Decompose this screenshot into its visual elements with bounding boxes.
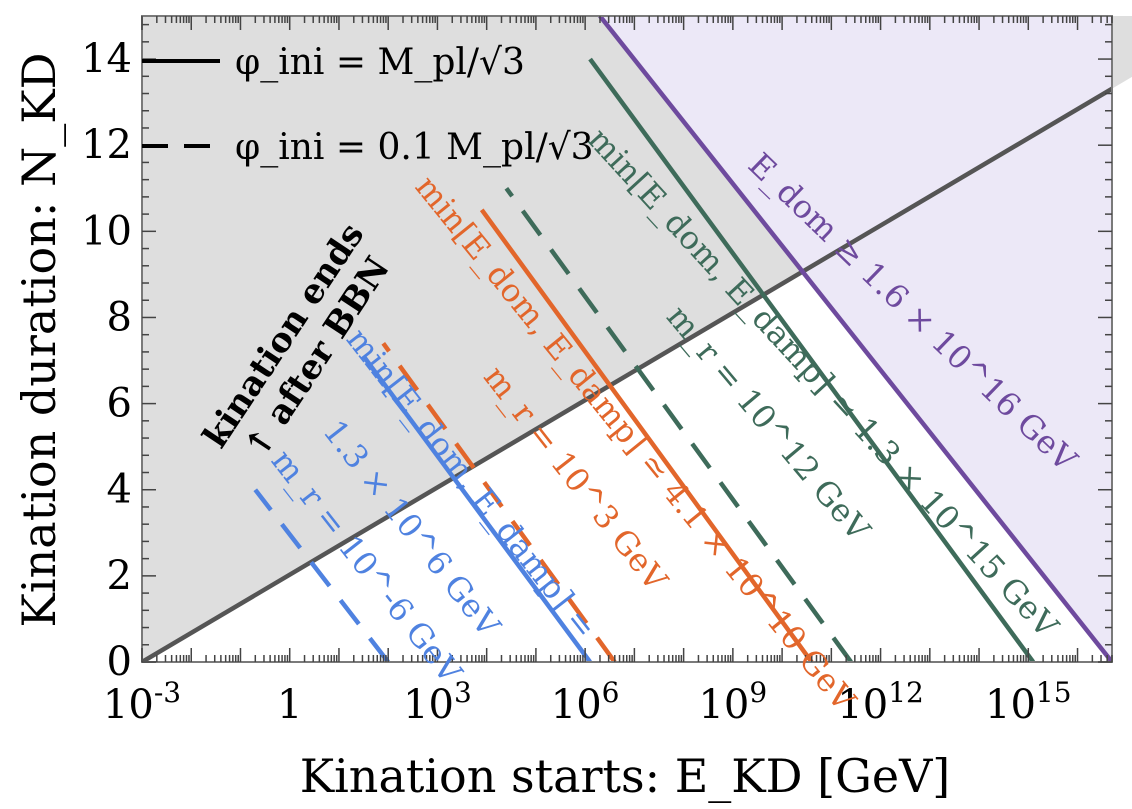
x-tick-label: 109 [698,676,767,728]
x-tick-label: 10-3 [103,676,181,728]
legend-dashed-label: φ_ini = 0.1 M_pl/√3 [235,127,594,168]
y-tick-label: 10 [81,208,132,254]
series-green-solid [588,57,1036,662]
series-blue-solid [361,354,592,662]
y-tick-label: 12 [81,122,132,168]
series-bbn-boundary [142,86,1112,662]
series-layer [142,16,1112,662]
series-orange-solid [479,208,814,662]
y-tick-label: 6 [107,381,132,427]
y-tick-label: 8 [107,294,132,340]
x-tick-label: 1015 [985,676,1072,728]
series-blue-dashed [253,488,390,662]
x-tick-label: 1 [277,682,302,728]
series-orange-dashed [381,341,617,662]
legend: φ_ini = M_pl/√3 φ_ini = 0.1 M_pl/√3 [142,42,594,168]
x-tick-label: 106 [551,676,620,728]
series-green-dashed [504,186,853,662]
y-tick-label: 14 [81,36,132,82]
y-tick-label: 0 [107,639,132,685]
x-axis-title: Kination starts: E_KD [GeV] [300,749,951,803]
x-tick-label: 103 [403,676,472,728]
series-purple-edom [598,16,1112,662]
y-tick-label: 4 [107,467,132,513]
x-tick-label: 1012 [837,676,924,728]
legend-solid-label: φ_ini = M_pl/√3 [235,42,525,83]
y-axis-title: Kination duration: N_KD [12,53,66,628]
y-tick-label: 2 [107,553,132,599]
